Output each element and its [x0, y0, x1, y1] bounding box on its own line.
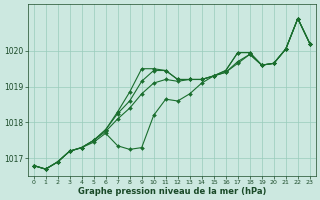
- X-axis label: Graphe pression niveau de la mer (hPa): Graphe pression niveau de la mer (hPa): [77, 187, 266, 196]
